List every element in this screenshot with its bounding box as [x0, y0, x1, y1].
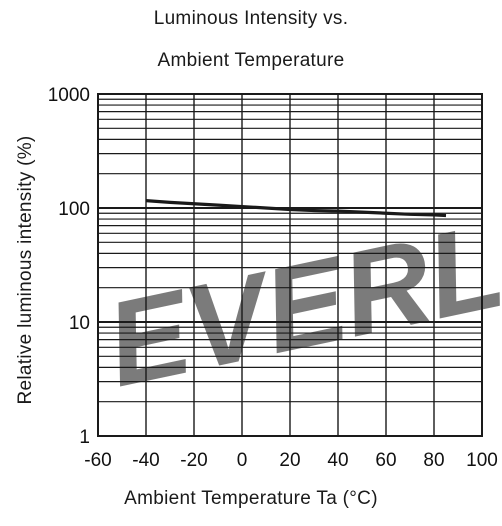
y-tick-label: 100: [58, 199, 90, 220]
x-tick-label: -20: [180, 450, 207, 471]
x-tick-label: 0: [237, 450, 248, 471]
x-tick-label: 60: [375, 450, 396, 471]
x-tick-label: -60: [84, 450, 111, 471]
chart-title-line-1: Luminous Intensity vs.: [153, 8, 349, 29]
x-tick-label: 20: [279, 450, 300, 471]
x-axis-label: Ambient Temperature Ta (°C): [124, 488, 378, 509]
plot-frame: [97, 93, 483, 437]
x-tick-label: 40: [327, 450, 348, 471]
x-tick-label: 100: [466, 450, 498, 471]
y-tick-label: 10: [69, 313, 90, 334]
series-line-0: [145, 199, 447, 218]
watermark-text: EVERL: [96, 198, 502, 412]
chart-title-line-2: Ambient Temperature: [157, 50, 345, 71]
y-tick-label: 1: [79, 427, 90, 448]
x-tick-label: -40: [132, 450, 159, 471]
x-tick-label: 80: [423, 450, 444, 471]
y-tick-label: 1000: [48, 85, 90, 106]
